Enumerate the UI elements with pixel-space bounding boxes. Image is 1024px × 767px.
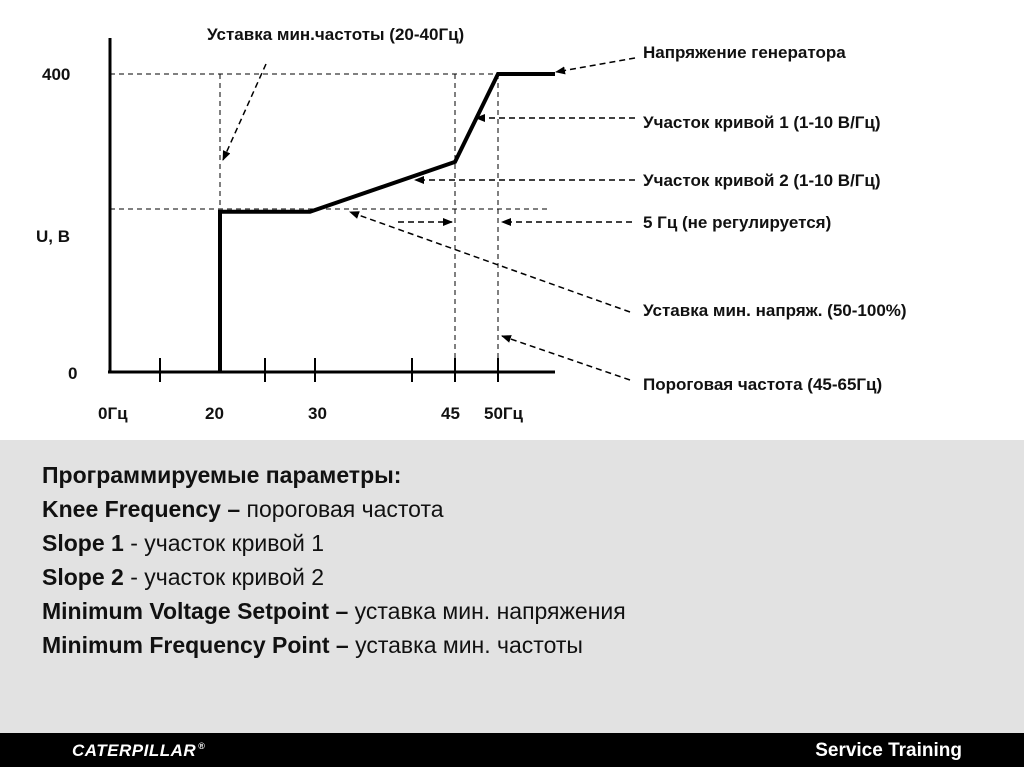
param-separator: -: [123, 530, 145, 556]
x-tick-45: 45: [441, 404, 460, 423]
x-tick-50hz: 50Гц: [484, 404, 524, 423]
arrow-generator-voltage: [555, 57, 636, 75]
param-separator: -: [123, 564, 145, 590]
label-generator-voltage: Напряжение генератора: [643, 43, 846, 62]
param-desc: уставка мин. частоты: [355, 632, 583, 658]
param-desc: участок кривой 2: [144, 564, 325, 590]
param-term: Slope 2: [42, 564, 124, 590]
service-training-label: Service Training: [815, 740, 962, 761]
label-min-voltage-setpoint: Уставка мин. напряж. (50-100%): [643, 301, 907, 320]
param-row-min-voltage: Minimum Voltage Setpoint – уставка мин. …: [42, 594, 626, 628]
param-term: Minimum Frequency Point: [42, 632, 330, 658]
param-row-knee: Knee Frequency – пороговая частота: [42, 492, 626, 526]
label-slope2: Участок кривой 2 (1-10 В/Гц): [643, 171, 881, 190]
footer-bar: CATERPILLAR ® Service Training: [0, 733, 1024, 767]
param-desc: уставка мин. напряжения: [354, 598, 626, 624]
y-tick-0: 0: [68, 364, 77, 383]
parameters-panel: Программируемые параметры: Knee Frequenc…: [0, 440, 1024, 733]
label-five-hz: 5 Гц (не регулируется): [643, 213, 831, 232]
param-term: Knee Frequency: [42, 496, 221, 522]
registered-mark: ®: [198, 741, 206, 751]
pointer-arrows: [222, 57, 636, 381]
param-separator: –: [329, 598, 355, 624]
x-tick-20: 20: [205, 404, 224, 423]
param-separator: –: [329, 632, 356, 658]
y-axis-label: U, В: [36, 227, 70, 246]
arrow-knee: [501, 335, 631, 381]
brand-name: CATERPILLAR: [72, 741, 197, 760]
label-slope1: Участок кривой 1 (1-10 В/Гц): [643, 113, 881, 132]
guide-lines: [110, 73, 550, 372]
param-desc: участок кривой 1: [144, 530, 325, 556]
arrow-min-voltage: [349, 211, 631, 313]
param-term: Slope 1: [42, 530, 124, 556]
param-row-slope2: Slope 2 - участок кривой 2: [42, 560, 626, 594]
x-tick-30: 30: [308, 404, 327, 423]
label-knee-frequency: Пороговая частота (45-65Гц): [643, 375, 882, 394]
param-row-min-freq: Minimum Frequency Point – уставка мин. ч…: [42, 628, 626, 662]
arrow-min-freq: [222, 63, 267, 161]
x-tick-0hz: 0Гц: [98, 404, 128, 423]
y-tick-400: 400: [42, 65, 70, 84]
caterpillar-logo: CATERPILLAR ®: [72, 741, 205, 761]
parameters-heading: Программируемые параметры:: [42, 462, 402, 488]
volts-per-hertz-diagram: 400 U, В 0 0Гц 20 30 45 50Гц Уставка мин…: [36, 25, 907, 423]
vhz-curve: [218, 72, 555, 372]
param-desc: пороговая частота: [246, 496, 444, 522]
label-min-freq-setpoint: Уставка мин.частоты (20-40Гц): [207, 25, 464, 44]
param-row-slope1: Slope 1 - участок кривой 1: [42, 526, 626, 560]
x-tick-marks: [159, 358, 499, 382]
param-separator: –: [220, 496, 247, 522]
param-term: Minimum Voltage Setpoint: [42, 598, 330, 624]
